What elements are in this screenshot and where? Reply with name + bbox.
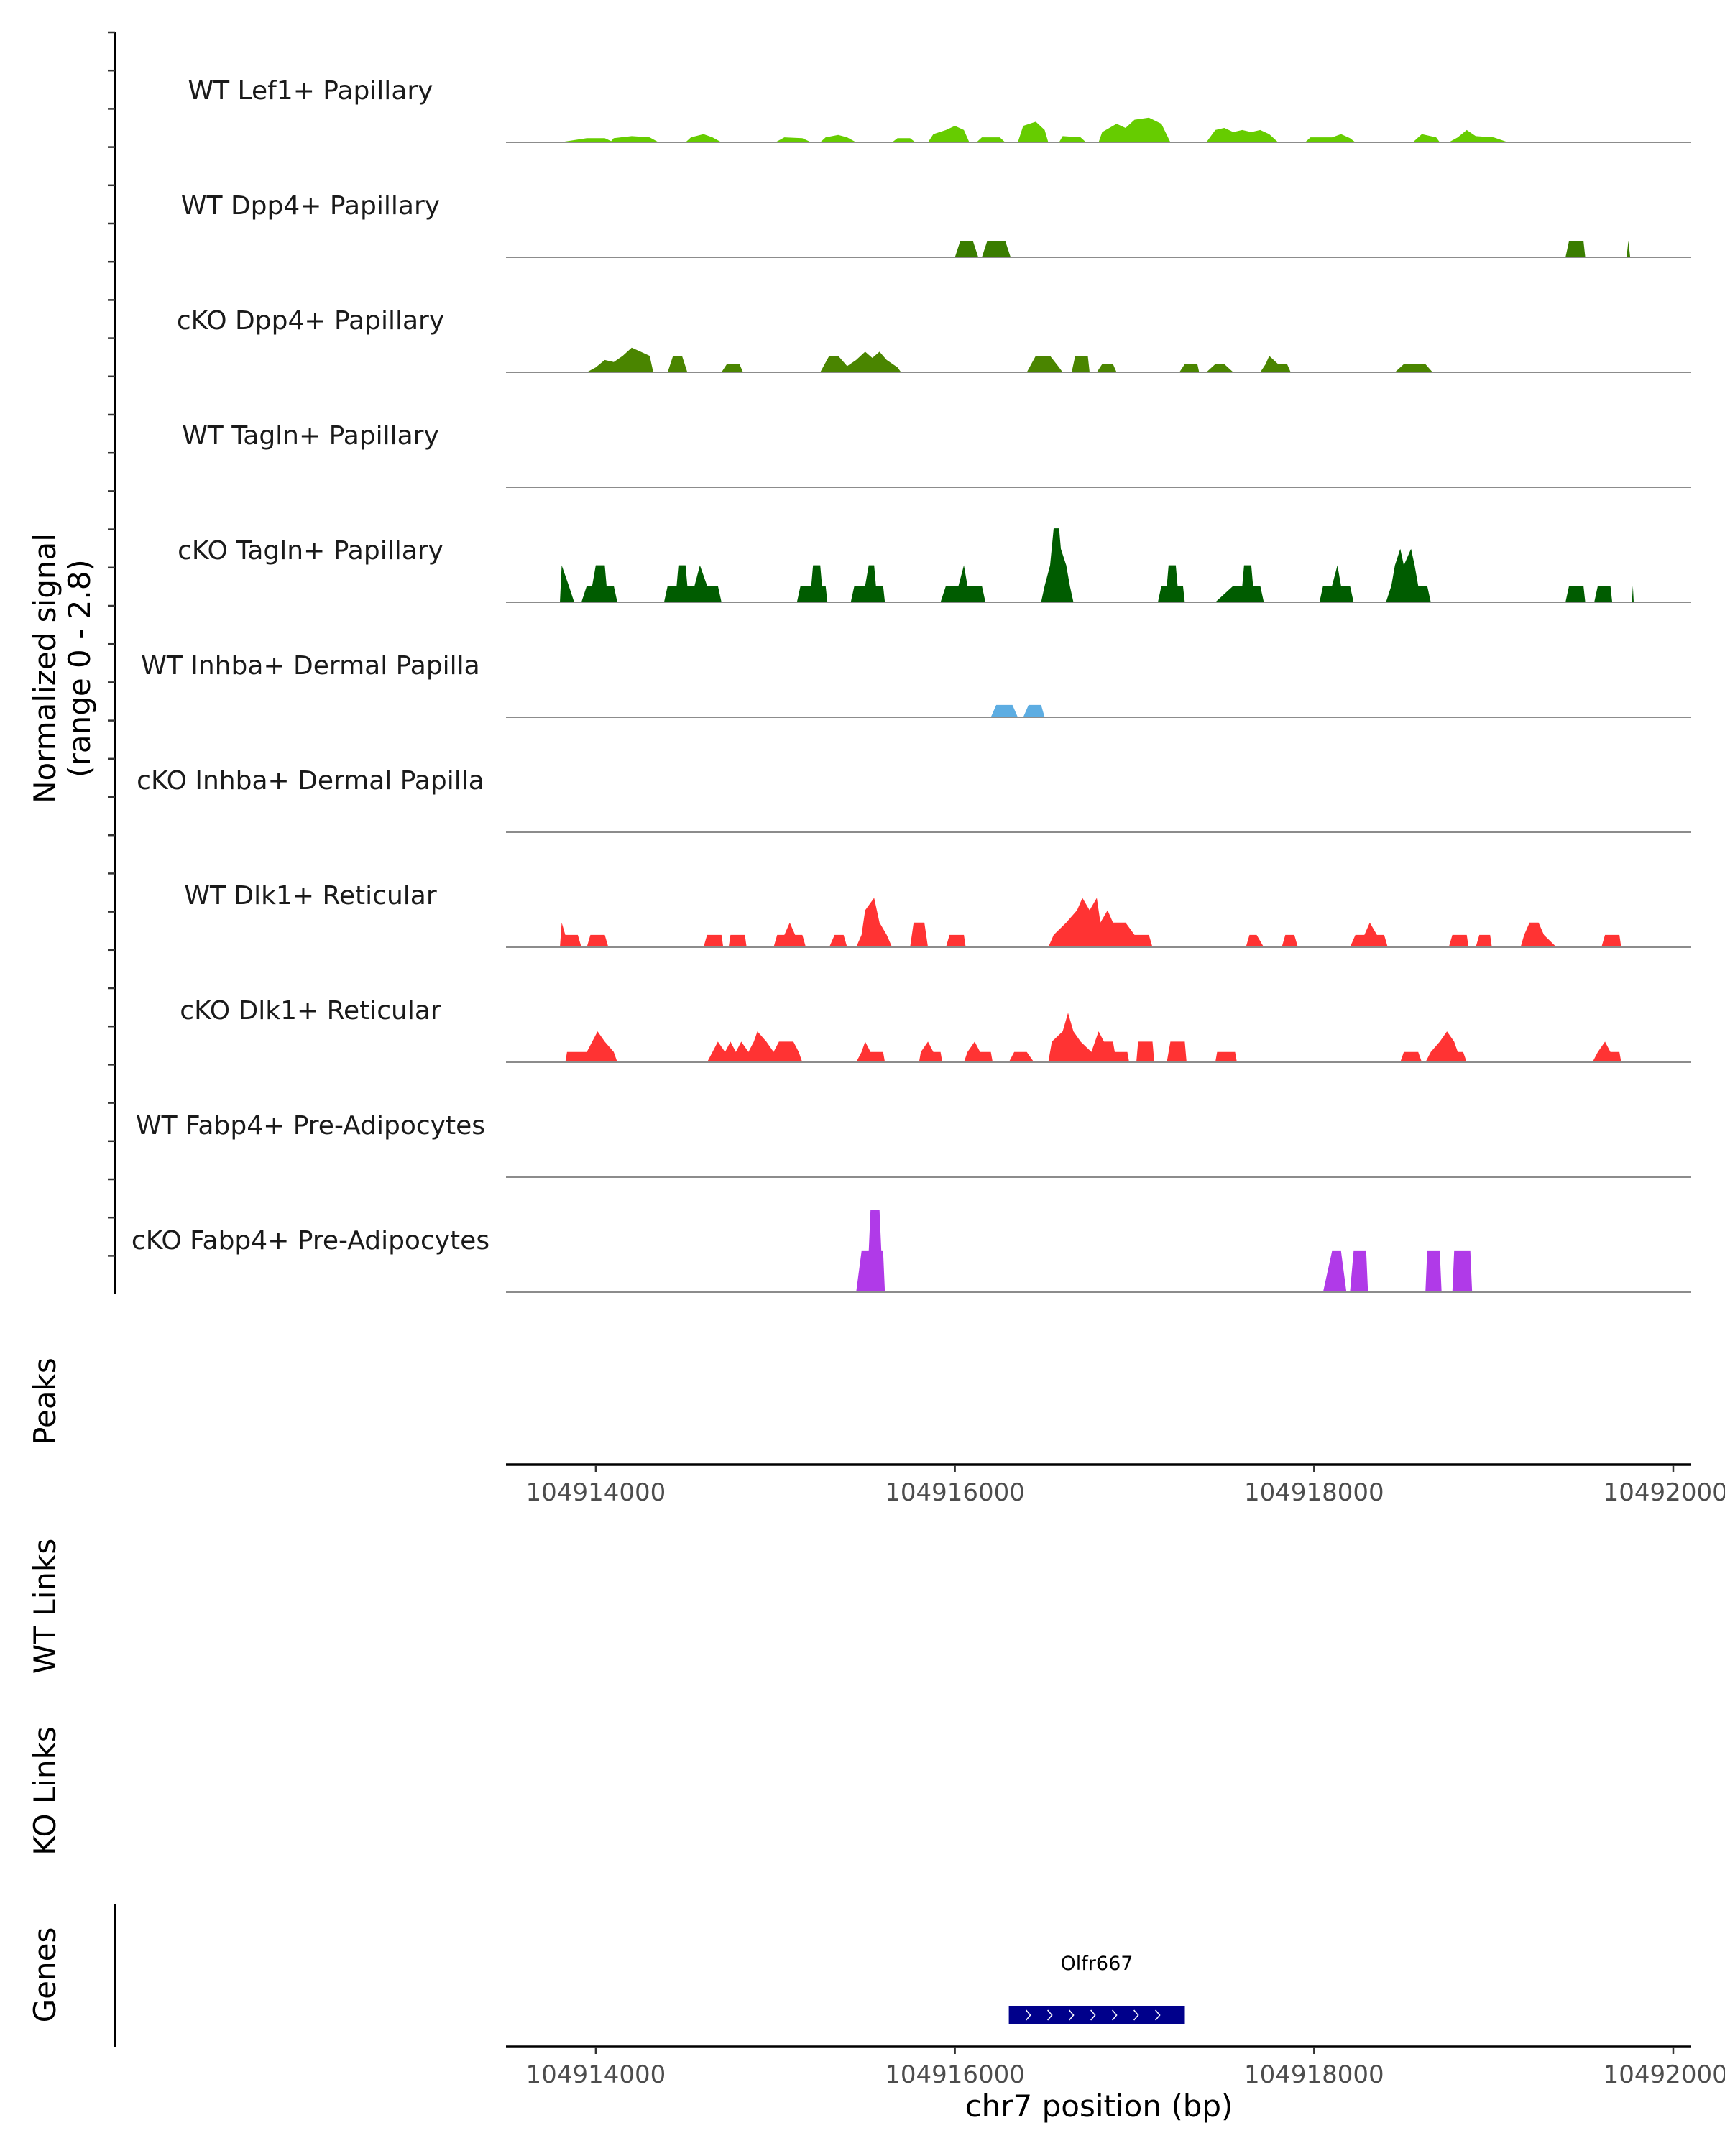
- signal-area: [560, 528, 1634, 602]
- signal-area: [954, 241, 1631, 257]
- track-label: WT Lef1+ Papillary: [188, 76, 433, 106]
- wt-links-title: WT Links: [27, 1539, 63, 1674]
- strand-arrow: [1112, 2009, 1118, 2021]
- y-axis-title-line1: Normalized signal: [27, 533, 63, 803]
- signal-track: WT Dpp4+ Papillary: [181, 191, 1691, 258]
- track-label: WT Dlk1+ Reticular: [184, 881, 436, 911]
- signal-area: [560, 117, 1509, 142]
- strand-arrow: [1155, 2009, 1161, 2021]
- gene-label: Olfr667: [1061, 1953, 1133, 1975]
- x-tick-label: 104916000: [885, 1478, 1025, 1507]
- track-label: WT Inhba+ Dermal Papilla: [141, 651, 479, 681]
- x-tick-label: 104920000: [1604, 2060, 1725, 2089]
- track-label: cKO Tagln+ Papillary: [178, 536, 443, 566]
- ko-links-title: KO Links: [27, 1726, 63, 1856]
- signal-track: WT Tagln+ Papillary: [182, 421, 1691, 488]
- strand-arrow: [1026, 2009, 1031, 2021]
- strand-arrow: [1133, 2009, 1139, 2021]
- signal-track: WT Lef1+ Papillary: [188, 76, 1691, 143]
- x-tick-label: 104918000: [1244, 1478, 1384, 1507]
- signal-track: WT Fabp4+ Pre-Adipocytes: [136, 1111, 1691, 1178]
- strand-arrow: [1047, 2009, 1053, 2021]
- signal-track: cKO Fabp4+ Pre-Adipocytes: [132, 1210, 1691, 1293]
- signal-area: [586, 347, 1433, 372]
- track-label: WT Tagln+ Papillary: [182, 421, 439, 451]
- x-axis-title: chr7 position (bp): [965, 2088, 1233, 2124]
- genes-x-axis: 104914000 104916000 104918000 104920000: [506, 2045, 1725, 2089]
- strand-arrow: [1069, 2009, 1075, 2021]
- track-label: cKO Dpp4+ Papillary: [177, 306, 444, 336]
- signal-area: [560, 898, 1622, 947]
- signal-track: WT Dlk1+ Reticular: [184, 881, 1691, 948]
- x-tick-label: 104916000: [885, 2060, 1025, 2089]
- peaks-title: Peaks: [27, 1358, 63, 1445]
- strand-arrow: [1090, 2009, 1096, 2021]
- track-label: cKO Dlk1+ Reticular: [180, 996, 441, 1026]
- x-tick-label: 104914000: [526, 1478, 666, 1507]
- track-label: WT Dpp4+ Papillary: [181, 191, 440, 221]
- signal-track: cKO Dpp4+ Papillary: [177, 306, 1691, 373]
- signal-track: cKO Inhba+ Dermal Papilla: [137, 766, 1691, 833]
- x-tick-label: 104914000: [526, 2060, 666, 2089]
- peaks-x-axis: 104914000 104916000 104918000 104920000: [506, 1463, 1725, 1507]
- signal-track: WT Inhba+ Dermal Papilla: [141, 651, 1691, 718]
- genes-title: Genes: [27, 1927, 63, 2023]
- x-tick-label: 104918000: [1244, 2060, 1384, 2089]
- track-label: cKO Inhba+ Dermal Papilla: [137, 766, 484, 796]
- x-tick-label: 104920000: [1604, 1478, 1725, 1507]
- track-label: WT Fabp4+ Pre-Adipocytes: [136, 1111, 485, 1141]
- signal-area: [565, 1013, 1622, 1062]
- y-axis-title: Normalized signal(range 0 - 2.8): [27, 533, 97, 803]
- y-axis-title-line2: (range 0 - 2.8): [62, 559, 97, 778]
- gene-body: [1008, 2006, 1185, 2024]
- signal-track: cKO Tagln+ Papillary: [178, 528, 1691, 603]
- signal-area: [856, 1210, 1473, 1292]
- signal-area: [990, 704, 1045, 717]
- gene-feature: Olfr667: [1008, 1953, 1185, 2024]
- track-label: cKO Fabp4+ Pre-Adipocytes: [132, 1226, 489, 1256]
- signal-track: cKO Dlk1+ Reticular: [180, 996, 1691, 1063]
